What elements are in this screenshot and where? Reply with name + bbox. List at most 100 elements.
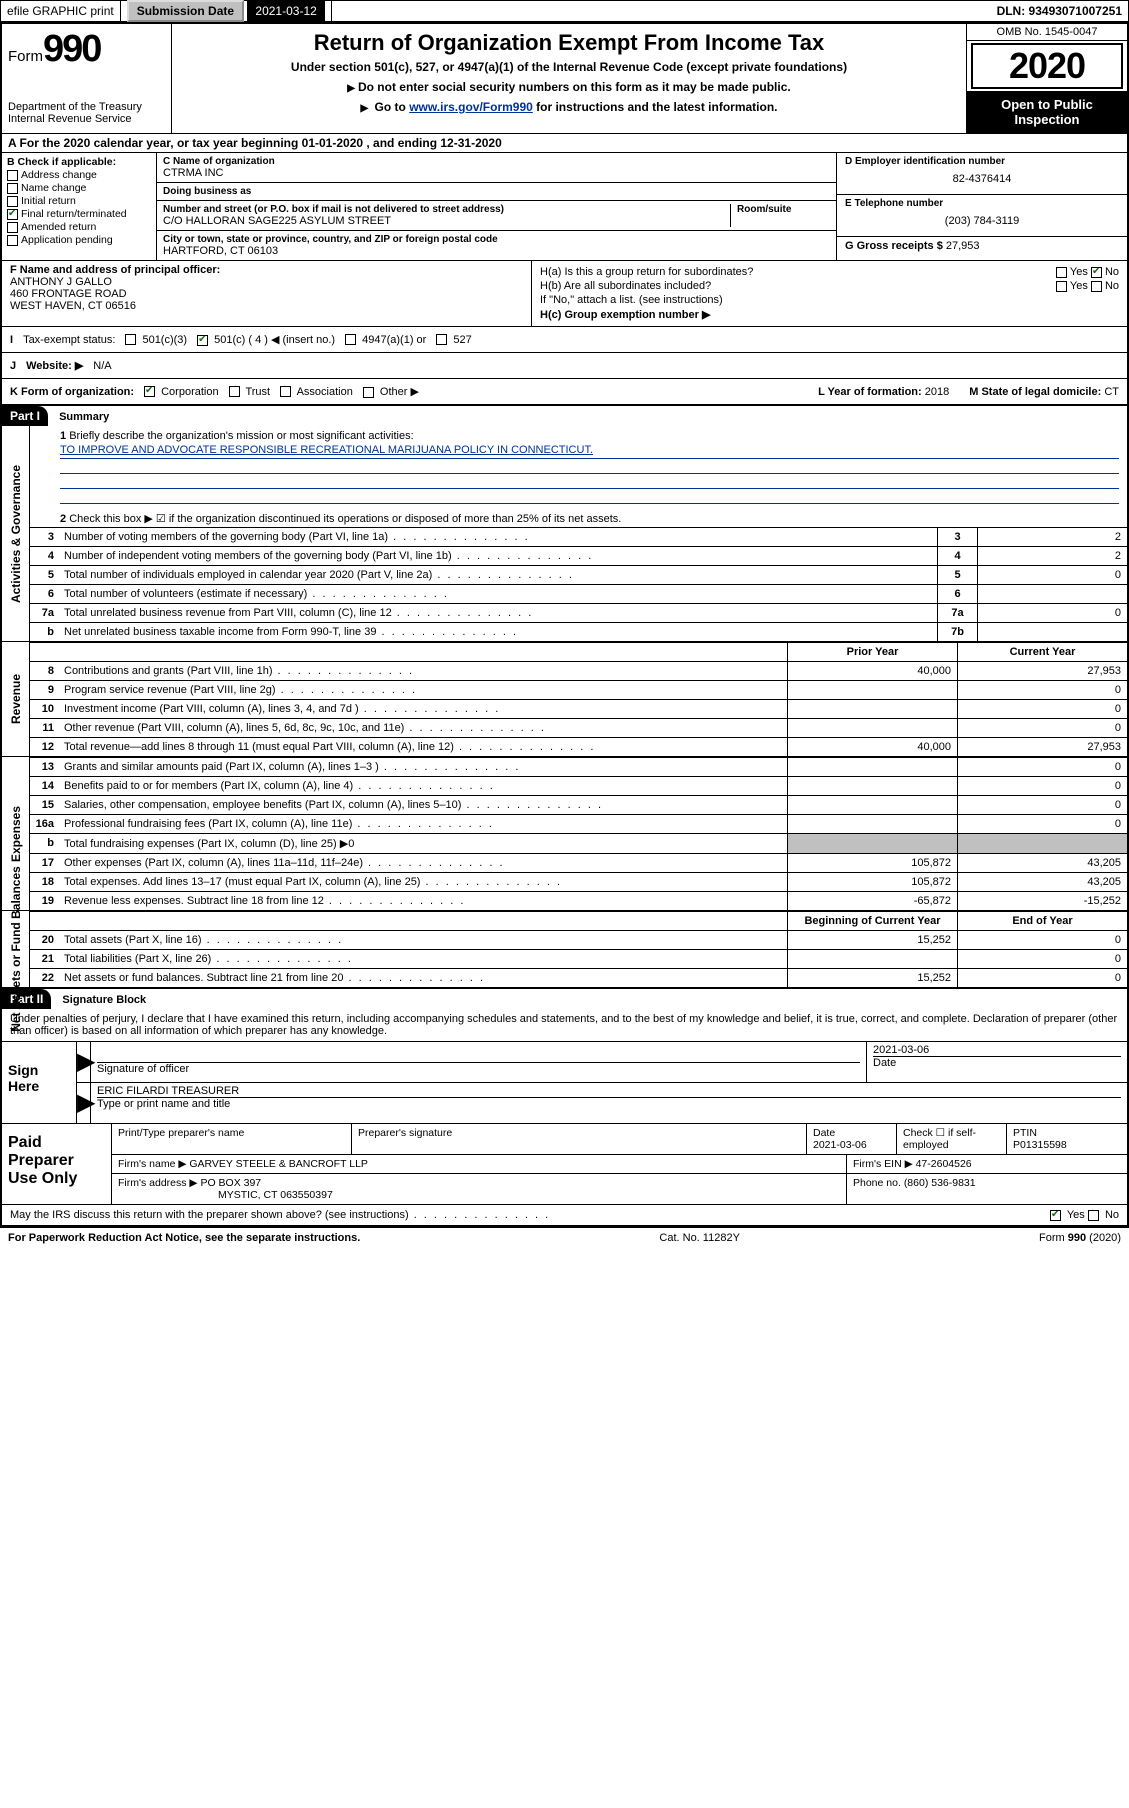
col-beginning-year: Beginning of Current Year — [787, 912, 957, 930]
ssn-warning: Do not enter social security numbers on … — [180, 80, 958, 94]
prep-date-value: 2021-03-06 — [813, 1139, 890, 1151]
sig-officer-label: Signature of officer — [97, 1063, 860, 1075]
revenue-line-10: 10Investment income (Part VIII, column (… — [30, 699, 1127, 718]
hb-line: H(b) Are all subordinates included? Yes … — [540, 280, 1119, 292]
chk-address-change[interactable]: Address change — [7, 169, 151, 181]
submission-cell: Submission Date 2021-03-12 — [121, 1, 332, 21]
chk-application-pending[interactable]: Application pending — [7, 234, 151, 246]
form-number: 990 — [43, 28, 100, 70]
side-net-assets: Net Assets or Fund Balances — [2, 911, 30, 987]
chk-amended-return[interactable]: Amended return — [7, 221, 151, 233]
firm-phone-label: Phone no. — [853, 1177, 901, 1189]
chk-4947[interactable]: 4947(a)(1) or — [345, 334, 426, 346]
firm-addr1: PO BOX 397 — [200, 1177, 261, 1189]
tax-year: 2020 — [971, 43, 1123, 89]
revenue-line-8: 8Contributions and grants (Part VIII, li… — [30, 661, 1127, 680]
prep-name-label: Print/Type preparer's name — [118, 1127, 345, 1139]
ein-label: D Employer identification number — [845, 156, 1119, 167]
col-prior-year: Prior Year — [787, 643, 957, 661]
paid-preparer-label: Paid Preparer Use Only — [2, 1124, 112, 1204]
officer-addr2: WEST HAVEN, CT 06516 — [10, 300, 523, 312]
side-activities-governance: Activities & Governance — [2, 426, 30, 641]
form990-link[interactable]: www.irs.gov/Form990 — [409, 100, 533, 114]
firm-addr2: MYSTIC, CT 063550397 — [118, 1189, 840, 1201]
chk-501c3[interactable]: 501(c)(3) — [125, 334, 187, 346]
mission-text: TO IMPROVE AND ADVOCATE RESPONSIBLE RECR… — [60, 444, 1119, 459]
expense-line-18: 18Total expenses. Add lines 13–17 (must … — [30, 872, 1127, 891]
ptin-label: PTIN — [1013, 1127, 1121, 1139]
netasset-line-20: 20Total assets (Part X, line 16) 15,2520 — [30, 930, 1127, 949]
q2-text: Check this box ▶ ☑ if the organization d… — [69, 513, 621, 525]
discuss-yesno[interactable]: Yes No — [1050, 1209, 1119, 1221]
mission-blank-1 — [60, 459, 1119, 474]
gross-value: 27,953 — [946, 240, 980, 252]
chk-527[interactable]: 527 — [436, 334, 471, 346]
q2-num: 2 — [60, 513, 66, 525]
addr-value: C/O HALLORAN SAGE225 ASYLUM STREET — [163, 215, 730, 227]
officer-label: F Name and address of principal officer: — [10, 264, 523, 276]
submission-date-button[interactable]: Submission Date — [127, 0, 244, 22]
discuss-question: May the IRS discuss this return with the… — [10, 1209, 550, 1221]
chk-initial-return[interactable]: Initial return — [7, 195, 151, 207]
org-name-label: C Name of organization — [163, 156, 830, 167]
expense-line-19: 19Revenue less expenses. Subtract line 1… — [30, 891, 1127, 910]
firm-name-label: Firm's name ▶ — [118, 1158, 186, 1170]
tel-label: E Telephone number — [845, 198, 1119, 209]
summary-line-3: 3 Number of voting members of the govern… — [30, 527, 1127, 546]
part-ii-title: Signature Block — [54, 991, 154, 1009]
form-title: Return of Organization Exempt From Incom… — [180, 30, 958, 56]
prep-selfemployed[interactable]: Check ☐ if self-employed — [897, 1124, 1007, 1154]
chk-name-change[interactable]: Name change — [7, 182, 151, 194]
chk-final-return[interactable]: Final return/terminated — [7, 208, 151, 220]
dln-value: DLN: 93493071007251 — [991, 1, 1128, 21]
tax-exempt-label: Tax-exempt status: — [23, 334, 115, 346]
chk-other[interactable]: Other ▶ — [363, 385, 419, 398]
hb-attach: If "No," attach a list. (see instruction… — [540, 294, 1119, 306]
yof-value: 2018 — [925, 386, 949, 398]
dom-label: M State of legal domicile: — [969, 386, 1101, 398]
website-label: Website: ▶ — [26, 359, 83, 372]
expense-line-17: 17Other expenses (Part IX, column (A), l… — [30, 853, 1127, 872]
tax-year-range: A For the 2020 calendar year, or tax yea… — [2, 134, 1127, 153]
open-inspection-badge: Open to Public Inspection — [967, 91, 1127, 133]
rowK-lbl: K Form of organization: — [10, 386, 134, 398]
q1-num: 1 — [60, 430, 66, 442]
sign-arrow-icon: ▶ — [77, 1042, 91, 1082]
chk-trust[interactable]: Trust — [229, 386, 271, 398]
rowI-lbl: I — [10, 334, 13, 346]
chk-corporation[interactable]: Corporation — [144, 386, 219, 398]
firm-ein-value: 47-2604526 — [916, 1158, 972, 1170]
submission-date-value: 2021-03-12 — [247, 1, 324, 21]
efile-topbar: efile GRAPHIC print Submission Date 2021… — [0, 0, 1129, 22]
netasset-line-21: 21Total liabilities (Part X, line 26) 0 — [30, 949, 1127, 968]
summary-line-4: 4 Number of independent voting members o… — [30, 546, 1127, 565]
chk-501c[interactable]: 501(c) ( 4 ) ◀ (insert no.) — [197, 333, 335, 346]
revenue-line-12: 12Total revenue—add lines 8 through 11 (… — [30, 737, 1127, 756]
dba-label: Doing business as — [163, 186, 830, 197]
form-word: Form — [8, 48, 43, 65]
sig-date-value: 2021-03-06 — [873, 1044, 1121, 1056]
summary-line-b: b Net unrelated business taxable income … — [30, 622, 1127, 641]
efile-label: efile GRAPHIC print — [1, 1, 121, 21]
prep-sig-label: Preparer's signature — [358, 1127, 800, 1139]
sig-officer-name: ERIC FILARDI TREASURER — [97, 1085, 1121, 1097]
netasset-line-22: 22Net assets or fund balances. Subtract … — [30, 968, 1127, 987]
sign-arrow-icon-2: ▶ — [77, 1083, 91, 1123]
dom-value: CT — [1104, 386, 1119, 398]
ha-line: H(a) Is this a group return for subordin… — [540, 266, 1119, 278]
officer-name: ANTHONY J GALLO — [10, 276, 523, 288]
prep-date-label: Date — [813, 1127, 890, 1139]
footer-paperwork: For Paperwork Reduction Act Notice, see … — [8, 1232, 360, 1244]
colB-title: B Check if applicable: — [7, 156, 151, 168]
revenue-line-9: 9Program service revenue (Part VIII, lin… — [30, 680, 1127, 699]
omb-number: OMB No. 1545-0047 — [967, 24, 1127, 41]
dept-treasury: Department of the Treasury — [8, 101, 165, 113]
side-revenue: Revenue — [2, 642, 30, 756]
perjury-statement: Under penalties of perjury, I declare th… — [2, 1009, 1127, 1041]
part-i-tag: Part I — [2, 406, 48, 426]
chk-association[interactable]: Association — [280, 386, 353, 398]
addr-label: Number and street (or P.O. box if mail i… — [163, 204, 730, 215]
form-subtitle: Under section 501(c), 527, or 4947(a)(1)… — [180, 60, 958, 74]
ein-value: 82-4376414 — [845, 167, 1119, 191]
city-value: HARTFORD, CT 06103 — [163, 245, 830, 257]
